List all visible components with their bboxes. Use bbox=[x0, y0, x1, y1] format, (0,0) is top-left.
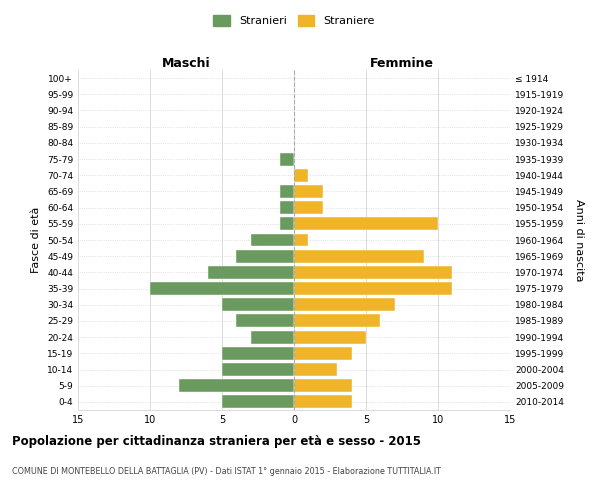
Bar bbox=[236, 250, 294, 262]
Bar bbox=[294, 201, 323, 214]
Bar bbox=[150, 282, 294, 295]
Text: COMUNE DI MONTEBELLO DELLA BATTAGLIA (PV) - Dati ISTAT 1° gennaio 2015 - Elabora: COMUNE DI MONTEBELLO DELLA BATTAGLIA (PV… bbox=[12, 468, 441, 476]
Bar bbox=[280, 201, 294, 214]
Bar bbox=[294, 169, 308, 181]
Bar bbox=[222, 396, 294, 408]
Bar bbox=[280, 152, 294, 166]
Bar bbox=[179, 379, 294, 392]
Bar bbox=[208, 266, 294, 279]
Bar bbox=[294, 330, 366, 344]
Bar bbox=[294, 314, 380, 328]
Bar bbox=[251, 330, 294, 344]
Bar bbox=[294, 379, 352, 392]
Bar bbox=[294, 185, 323, 198]
Bar bbox=[294, 234, 308, 246]
Text: Femmine: Femmine bbox=[370, 57, 434, 70]
Bar bbox=[280, 185, 294, 198]
Bar bbox=[294, 218, 438, 230]
Y-axis label: Anni di nascita: Anni di nascita bbox=[574, 198, 584, 281]
Bar bbox=[222, 363, 294, 376]
Bar bbox=[251, 234, 294, 246]
Bar bbox=[280, 218, 294, 230]
Text: Maschi: Maschi bbox=[161, 57, 211, 70]
Y-axis label: Fasce di età: Fasce di età bbox=[31, 207, 41, 273]
Legend: Stranieri, Straniere: Stranieri, Straniere bbox=[209, 10, 379, 30]
Bar bbox=[294, 363, 337, 376]
Bar bbox=[222, 347, 294, 360]
Bar bbox=[294, 347, 352, 360]
Bar bbox=[236, 314, 294, 328]
Bar bbox=[294, 266, 452, 279]
Text: Popolazione per cittadinanza straniera per età e sesso - 2015: Popolazione per cittadinanza straniera p… bbox=[12, 435, 421, 448]
Bar bbox=[294, 396, 352, 408]
Bar bbox=[222, 298, 294, 311]
Bar bbox=[294, 282, 452, 295]
Bar bbox=[294, 298, 395, 311]
Bar bbox=[294, 250, 424, 262]
